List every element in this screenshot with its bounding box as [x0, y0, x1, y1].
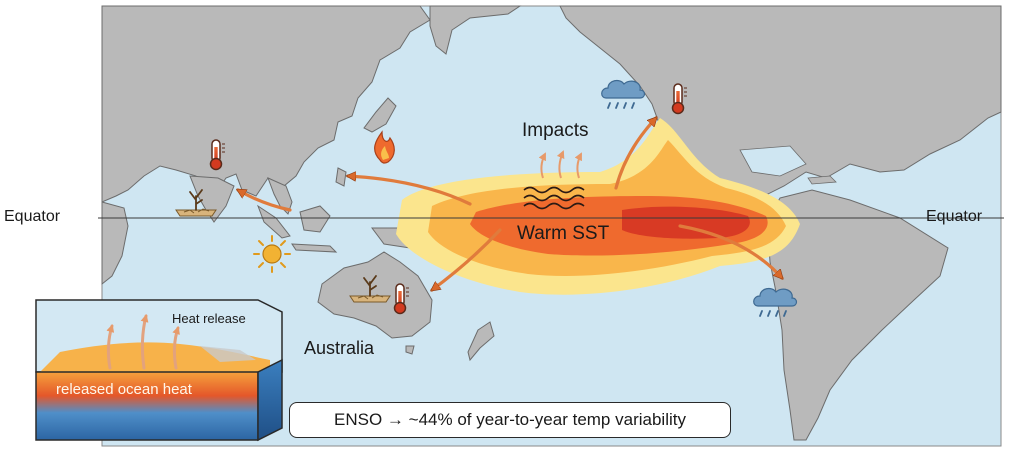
impacts-label: Impacts	[522, 120, 589, 141]
south-america-landmass	[767, 189, 949, 441]
borneo-landmass	[299, 205, 331, 233]
thermometer-icon	[393, 283, 409, 315]
heat-wave-icon	[523, 186, 585, 210]
impact-arrows	[238, 118, 782, 292]
india-landmass	[189, 175, 235, 223]
sst-band-core	[622, 206, 750, 239]
new-zealand-landmass	[467, 321, 495, 362]
philippines-landmass	[335, 167, 347, 187]
ocean-heat-inset	[35, 299, 283, 442]
java-landmass	[291, 243, 338, 253]
equator-label-right: Equator	[926, 208, 983, 225]
australia-landmass	[317, 251, 433, 339]
caribbean-islands	[807, 175, 837, 185]
arrow-to-north-america	[614, 118, 656, 190]
rain-cloud-icon	[753, 287, 798, 317]
rising-heat-arrows	[538, 150, 582, 179]
thermometer-icon	[671, 83, 687, 115]
inset-side-face	[257, 358, 283, 442]
enso-stat-text: ENSO → ~44% of year-to-year temp variabi…	[334, 410, 686, 429]
drought-icon	[349, 275, 391, 303]
sun-icon	[253, 235, 291, 273]
kamchatka-landmass	[429, 5, 522, 55]
ocean-heat-label: released ocean heat	[56, 381, 192, 398]
arrow-to-india	[238, 188, 292, 212]
arrow-to-asia	[348, 176, 472, 206]
drought-icon	[175, 189, 217, 217]
equator-label-left: Equator	[4, 208, 61, 225]
africa-landmass	[101, 201, 129, 286]
tasmania-landmass	[405, 345, 415, 355]
thermometer-icon	[209, 139, 225, 171]
warm-sst-label: Warm SST	[517, 223, 610, 244]
se-asia-landmass	[267, 177, 293, 215]
sumatra-landmass	[256, 204, 291, 239]
rain-cloud-icon	[601, 79, 646, 109]
australia-label: Australia	[304, 338, 375, 358]
gulf-of-mexico	[739, 145, 807, 177]
heat-release-label: Heat release	[172, 311, 246, 326]
japan-landmass	[363, 97, 397, 133]
enso-stat-box: ENSO → ~44% of year-to-year temp variabi…	[289, 402, 731, 438]
fire-icon	[374, 130, 395, 164]
arrow-to-australia	[432, 228, 502, 292]
arrow-to-south-america	[678, 224, 782, 278]
